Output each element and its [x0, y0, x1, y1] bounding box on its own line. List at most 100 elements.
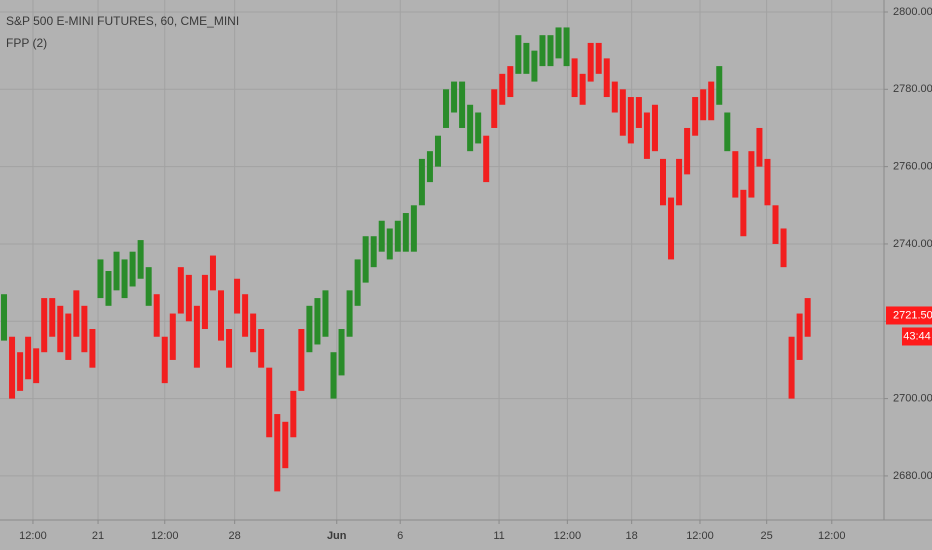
price-bar — [1, 294, 8, 341]
price-bar — [378, 220, 385, 252]
price-bar — [595, 42, 602, 74]
countdown-label: 43:44 — [903, 330, 931, 342]
bars — [1, 27, 811, 492]
last-price-box — [886, 306, 932, 325]
price-bar — [700, 89, 707, 121]
price-bar — [523, 42, 530, 74]
price-bar — [426, 151, 433, 183]
price-bar — [57, 305, 64, 353]
price-bar — [692, 97, 699, 136]
price-bar — [651, 104, 658, 152]
x-tick-label: 6 — [397, 530, 403, 542]
price-bar — [218, 290, 224, 341]
price-bar — [676, 158, 683, 206]
y-tick-label: 2800.00 — [893, 6, 932, 18]
price-bar — [539, 35, 546, 67]
y-tick-label: 2760.00 — [893, 161, 932, 173]
price-bar — [483, 135, 490, 183]
price-bar — [467, 104, 474, 152]
y-tick-label: 2680.00 — [893, 470, 932, 482]
price-bar — [161, 336, 168, 384]
price-bar — [531, 50, 538, 82]
price-bar — [804, 298, 811, 337]
price-bar — [201, 274, 208, 330]
price-bar — [209, 255, 216, 291]
price-bar — [177, 267, 184, 314]
price-bar — [515, 35, 522, 74]
price-bar — [571, 58, 578, 98]
price-bar — [443, 89, 450, 128]
x-tick-label: 12:00 — [686, 530, 714, 542]
price-bar — [402, 213, 409, 252]
price-bar — [660, 158, 666, 206]
y-tick-label: 2700.00 — [893, 393, 932, 405]
price-bar — [788, 336, 795, 399]
price-bar — [362, 236, 369, 283]
x-tick-label: 12:00 — [818, 530, 846, 542]
price-bar — [113, 251, 120, 291]
price-bar — [193, 305, 200, 368]
price-bar — [394, 220, 401, 252]
price-bar — [41, 298, 48, 353]
price-bar — [756, 127, 763, 167]
price-bar — [17, 352, 24, 391]
price-bar — [49, 298, 56, 337]
price-bar — [587, 42, 594, 82]
x-tick-label: 18 — [626, 530, 638, 542]
price-bar — [33, 348, 40, 384]
price-bar — [410, 205, 417, 252]
price-bar — [298, 329, 305, 391]
price-bar — [314, 298, 321, 345]
price-bar — [81, 305, 88, 353]
price-bar — [724, 112, 731, 152]
price-bar — [73, 290, 80, 337]
price-bar — [226, 329, 233, 368]
price-bar — [451, 81, 458, 113]
price-bar — [346, 290, 353, 337]
price-bar — [386, 228, 393, 260]
price-bar — [153, 294, 160, 337]
chart-title: S&P 500 E-MINI FUTURES, 60, CME_MINI — [6, 14, 239, 28]
price-bar — [475, 112, 482, 144]
price-bar — [772, 205, 779, 244]
price-bar — [242, 294, 249, 337]
price-bar — [65, 313, 72, 360]
price-bar — [708, 81, 715, 121]
price-bar — [97, 259, 104, 299]
price-bar — [764, 158, 771, 206]
price-bar — [563, 27, 570, 67]
price-bar — [619, 89, 626, 136]
price-bar — [129, 251, 136, 287]
price-bar — [370, 236, 377, 268]
y-tick-label: 2780.00 — [893, 83, 932, 95]
price-bar — [716, 66, 723, 105]
x-tick-label: 12:00 — [19, 530, 47, 542]
price-bar — [25, 336, 32, 380]
price-bar — [330, 352, 337, 399]
price-bar — [234, 278, 241, 314]
price-bar — [290, 390, 297, 438]
x-tick-label: 11 — [493, 530, 504, 542]
price-bar — [732, 151, 739, 198]
price-bar — [306, 305, 313, 353]
countdown-box — [902, 327, 932, 346]
price-bar — [418, 158, 425, 206]
indicator-label: FPP (2) — [6, 36, 47, 50]
price-bar — [250, 313, 257, 353]
x-tick-label: 12:00 — [554, 530, 582, 542]
price-bar — [434, 135, 441, 167]
price-bar — [89, 329, 96, 368]
price-bar — [547, 35, 554, 67]
x-tick-label: 28 — [229, 530, 241, 542]
price-bar — [555, 27, 562, 59]
x-tick-label: Jun — [327, 530, 347, 542]
x-tick-label: 25 — [761, 530, 773, 542]
grid — [0, 0, 884, 520]
price-bar — [603, 58, 610, 98]
price-bar — [322, 290, 329, 337]
price-bar — [121, 259, 128, 299]
price-bar — [9, 336, 16, 399]
x-tick-label: 12:00 — [151, 530, 179, 542]
price-bar — [459, 81, 466, 128]
price-bar — [137, 240, 144, 279]
